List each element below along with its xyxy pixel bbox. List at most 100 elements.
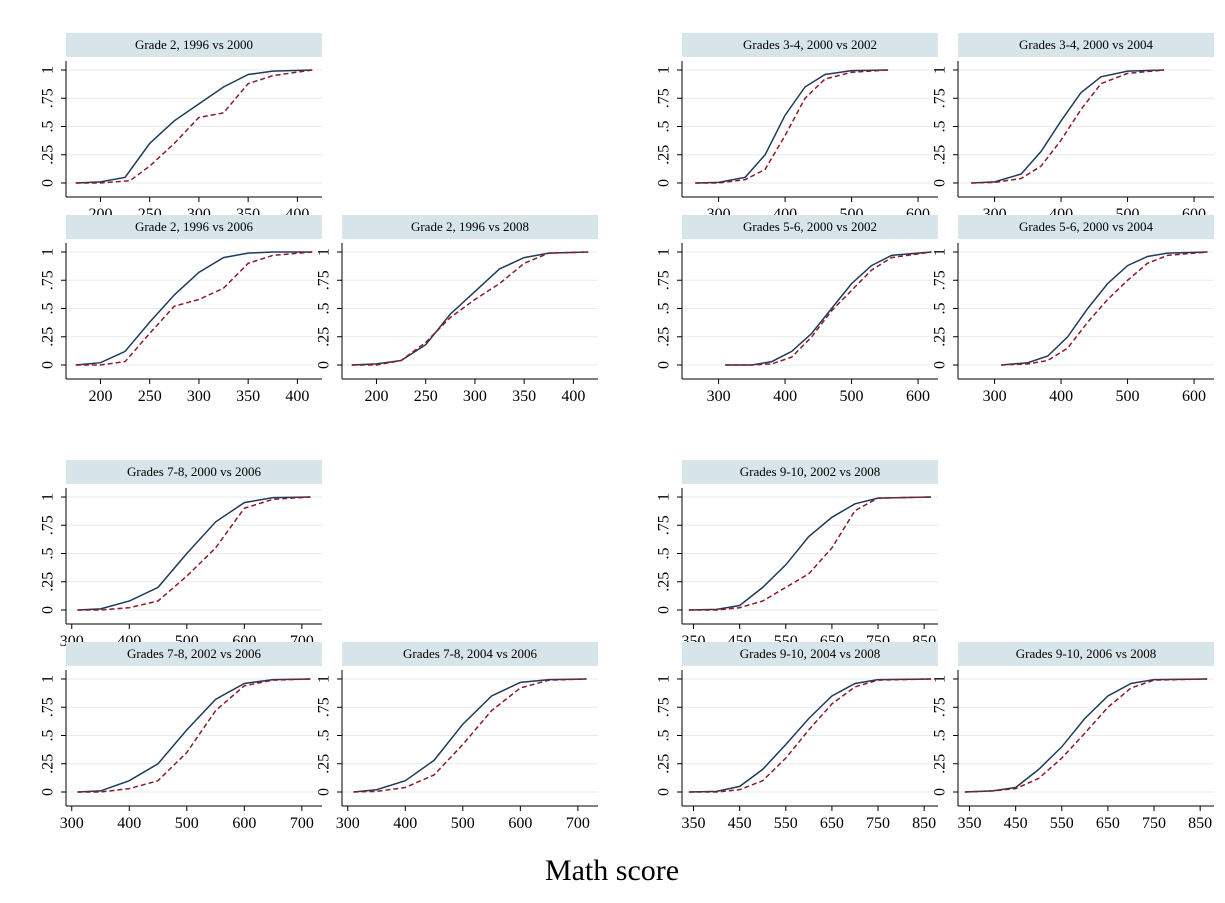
panel-strip	[682, 642, 938, 666]
series-dashed-line	[75, 69, 313, 184]
x-tick-label: 750	[1142, 815, 1166, 832]
y-tick-label: 1	[40, 248, 57, 256]
x-tick-label: 400	[285, 388, 309, 405]
y-tick-label: 0	[656, 606, 673, 614]
x-tick-label: 500	[840, 388, 864, 405]
series-solid-line	[351, 251, 589, 366]
y-tick-label: .75	[656, 270, 673, 290]
y-tick-label: 1	[40, 66, 57, 74]
x-tick-label: 850	[1188, 815, 1212, 832]
y-tick-label: 0	[40, 788, 57, 796]
x-tick-label: 500	[1116, 388, 1140, 405]
panel-1-1: Grade 2, 1996 vs 2008 0 .25 .5 .75 1 200 250 300…	[316, 215, 598, 405]
y-tick-label: .25	[40, 327, 57, 347]
panel-strip	[342, 642, 598, 666]
y-tick-label: .25	[40, 572, 57, 592]
series-dashed-line	[353, 678, 587, 793]
x-tick-label: 450	[1004, 815, 1028, 832]
y-tick-label: .5	[656, 121, 673, 133]
panel-title: Grades 5-6, 2000 vs 2002	[743, 219, 877, 234]
y-tick-label: 1	[40, 675, 57, 683]
series-dashed-line	[688, 678, 932, 793]
y-tick-label: .25	[40, 145, 57, 165]
panel-strip	[682, 460, 938, 484]
x-tick-label: 200	[88, 388, 112, 405]
y-tick-label: .25	[656, 145, 673, 165]
y-tick-label: .5	[656, 730, 673, 742]
y-tick-label: 0	[316, 361, 333, 369]
x-tick-label: 550	[774, 815, 798, 832]
x-tick-label: 750	[866, 815, 890, 832]
x-tick-label: 700	[290, 815, 314, 832]
x-tick-label: 250	[414, 388, 438, 405]
y-tick-label: 1	[932, 248, 949, 256]
x-tick-label: 400	[773, 388, 797, 405]
y-tick-label: 1	[656, 493, 673, 501]
x-tick-label: 500	[175, 815, 199, 832]
y-tick-label: .75	[40, 515, 57, 535]
series-solid-line	[75, 251, 313, 366]
y-tick-label: .75	[316, 270, 333, 290]
y-tick-label: .5	[316, 730, 333, 742]
panel-title: Grades 3-4, 2000 vs 2004	[1019, 37, 1153, 52]
x-tick-label: 400	[117, 815, 141, 832]
series-dashed-line	[77, 496, 311, 611]
panel-strip	[66, 460, 322, 484]
y-tick-label: .25	[40, 754, 57, 774]
series-solid-line	[75, 69, 313, 184]
panel-title: Grades 9-10, 2002 vs 2008	[740, 464, 880, 479]
y-tick-label: 1	[656, 66, 673, 74]
panel-strip	[682, 215, 938, 239]
series-dashed-line	[964, 678, 1208, 793]
panel-title: Grades 9-10, 2006 vs 2008	[1016, 646, 1156, 661]
series-solid-line	[688, 678, 932, 793]
panel-3-3: Grades 9-10, 2006 vs 2008 0 .25 .5 .75 1 350 45…	[932, 642, 1214, 832]
y-tick-label: .75	[656, 88, 673, 108]
series-solid-line	[964, 678, 1208, 793]
series-dashed-line	[75, 251, 313, 366]
y-tick-label: 0	[40, 361, 57, 369]
panel-title: Grades 7-8, 2000 vs 2006	[127, 464, 261, 479]
y-tick-label: .25	[656, 754, 673, 774]
panel-strip	[958, 642, 1214, 666]
series-solid-line	[695, 69, 889, 184]
x-tick-label: 500	[451, 815, 475, 832]
y-tick-label: 0	[656, 788, 673, 796]
series-solid-line	[353, 678, 587, 793]
x-tick-label: 600	[906, 388, 930, 405]
y-tick-label: 0	[932, 361, 949, 369]
series-dashed-line	[971, 69, 1165, 184]
y-tick-label: 1	[932, 675, 949, 683]
x-tick-label: 850	[912, 815, 936, 832]
y-tick-label: 0	[656, 361, 673, 369]
y-tick-label: 1	[656, 675, 673, 683]
series-dashed-line	[725, 251, 932, 366]
y-tick-label: .5	[316, 303, 333, 315]
panels-layer: Grade 2, 1996 vs 2000 0 .25 .5 .75 1 200 250 300…	[40, 33, 1214, 832]
x-tick-label: 350	[512, 388, 536, 405]
y-tick-label: .5	[656, 548, 673, 560]
x-tick-label: 600	[1182, 388, 1206, 405]
y-tick-label: 0	[932, 788, 949, 796]
x-tick-label: 550	[1050, 815, 1074, 832]
y-tick-label: .75	[40, 697, 57, 717]
y-tick-label: 1	[316, 248, 333, 256]
y-tick-label: .5	[932, 121, 949, 133]
series-solid-line	[1001, 251, 1208, 366]
y-tick-label: .25	[932, 145, 949, 165]
panel-strip	[958, 215, 1214, 239]
y-tick-label: .25	[656, 327, 673, 347]
x-tick-label: 350	[682, 815, 706, 832]
panel-1-0: Grade 2, 1996 vs 2006 0 .25 .5 .75 1 200 250 300…	[40, 215, 322, 405]
x-tick-label: 300	[60, 815, 84, 832]
x-tick-label: 650	[1096, 815, 1120, 832]
series-solid-line	[971, 69, 1165, 184]
y-tick-label: .5	[656, 303, 673, 315]
series-solid-line	[77, 496, 311, 611]
x-tick-label: 300	[336, 815, 360, 832]
series-solid-line	[688, 496, 932, 611]
series-dashed-line	[351, 251, 589, 366]
